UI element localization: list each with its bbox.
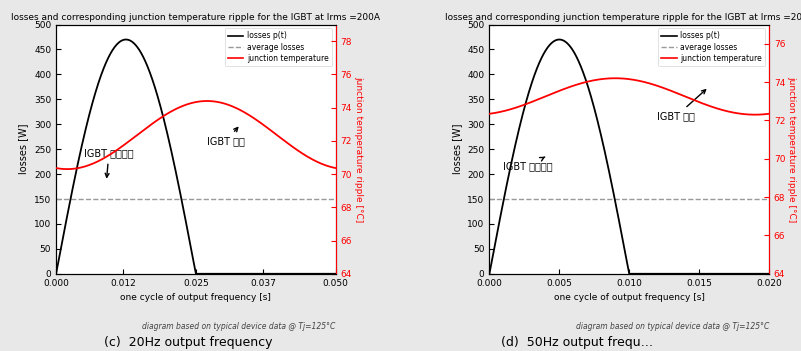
Text: (d)  50Hz output frequ…: (d) 50Hz output frequ… xyxy=(501,336,653,349)
Y-axis label: losses [W]: losses [W] xyxy=(18,124,28,174)
Legend: losses p(t), average losses, junction temperature: losses p(t), average losses, junction te… xyxy=(658,28,765,66)
Y-axis label: junction temperature ripple [°C]: junction temperature ripple [°C] xyxy=(787,76,796,222)
Text: IGBT 结温: IGBT 结温 xyxy=(657,90,706,121)
Y-axis label: junction temperature ripple [°C]: junction temperature ripple [°C] xyxy=(354,76,363,222)
Text: IGBT 损耗功率: IGBT 损耗功率 xyxy=(84,149,134,177)
Text: (c)  20Hz output frequency: (c) 20Hz output frequency xyxy=(104,336,272,349)
X-axis label: one cycle of output frequency [s]: one cycle of output frequency [s] xyxy=(120,293,272,302)
Y-axis label: losses [W]: losses [W] xyxy=(452,124,461,174)
Title: losses and corresponding junction temperature ripple for the IGBT at Irms =200A: losses and corresponding junction temper… xyxy=(445,13,801,22)
Text: IGBT 损耗功率: IGBT 损耗功率 xyxy=(503,157,553,171)
X-axis label: one cycle of output frequency [s]: one cycle of output frequency [s] xyxy=(553,293,705,302)
Text: diagram based on typical device data @ Tj=125°C: diagram based on typical device data @ T… xyxy=(576,322,769,331)
Title: losses and corresponding junction temperature ripple for the IGBT at Irms =200A: losses and corresponding junction temper… xyxy=(11,13,380,22)
Legend: losses p(t), average losses, junction temperature: losses p(t), average losses, junction te… xyxy=(225,28,332,66)
Text: IGBT 结温: IGBT 结温 xyxy=(207,127,245,146)
Text: diagram based on typical device data @ Tj=125°C: diagram based on typical device data @ T… xyxy=(143,322,336,331)
